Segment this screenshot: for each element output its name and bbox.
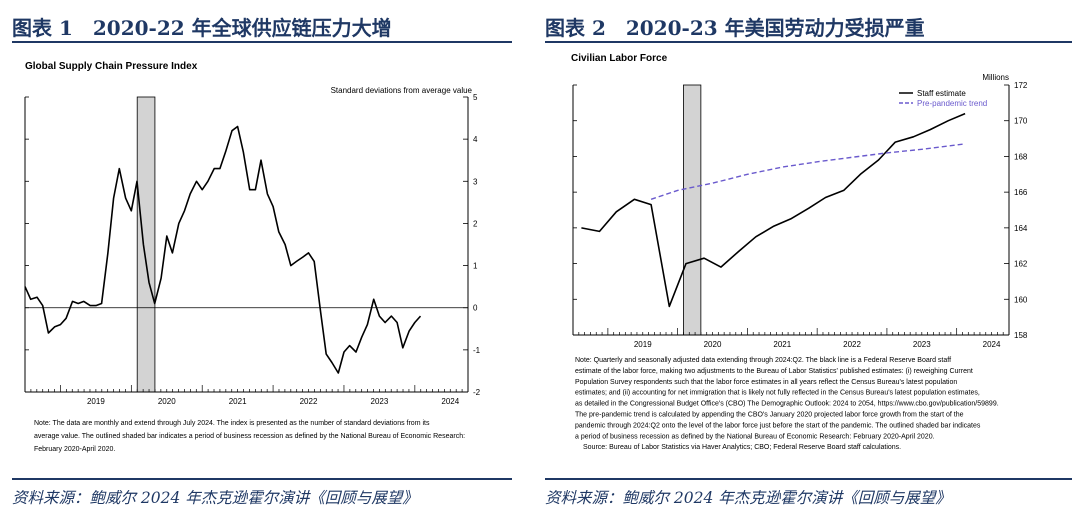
- chart-note-line: Source: Bureau of Labor Statistics via H…: [583, 444, 901, 451]
- y-tick-label: 158: [1014, 331, 1028, 340]
- right-panel: 图表 2 2020-23 年美国劳动力受损严重 Civilian Labor F…: [545, 0, 1072, 516]
- chart-title: Global Supply Chain Pressure Index: [25, 61, 198, 72]
- y-tick-label: 168: [1014, 152, 1028, 161]
- legend-label: Pre-pandemic trend: [917, 99, 987, 108]
- y-tick-label: -2: [473, 388, 481, 397]
- source-text: 资料来源：鲍威尔 2024 年杰克逊霍尔演讲《回顾与展望》: [545, 489, 951, 507]
- y-tick-label: 3: [473, 177, 478, 186]
- source-text: 资料来源：鲍威尔 2024 年杰克逊霍尔演讲《回顾与展望》: [12, 489, 418, 507]
- y-tick-label: 2: [473, 219, 478, 228]
- x-tick-label: 2021: [773, 340, 791, 349]
- y-tick-label: 172: [1014, 81, 1028, 90]
- y-tick-label: 170: [1014, 117, 1028, 126]
- chart-note-line: estimate of the labor force, making two …: [575, 368, 973, 375]
- x-tick-label: 2022: [843, 340, 861, 349]
- y-tick-label: 160: [1014, 295, 1028, 304]
- x-tick-label: 2023: [371, 397, 389, 406]
- chart-note-line: a period of business recession as define…: [575, 433, 935, 440]
- y-axis-label: Millions: [982, 73, 1009, 82]
- y-tick-label: 162: [1014, 260, 1028, 269]
- x-tick-label: 2024: [441, 397, 459, 406]
- source-rule: [545, 478, 1072, 480]
- legend-label: Staff estimate: [917, 89, 966, 98]
- recession-bar: [136, 96, 156, 393]
- x-tick-label: 2023: [913, 340, 931, 349]
- series-line-0: [581, 112, 966, 308]
- x-tick-label: 2019: [87, 397, 105, 406]
- x-tick-label: 2020: [158, 397, 176, 406]
- y-tick-label: 5: [473, 93, 478, 102]
- series-line-0: [24, 125, 422, 374]
- series-line-1: [650, 143, 966, 200]
- title-rule: [545, 41, 1072, 43]
- y-tick-label: 164: [1014, 224, 1028, 233]
- x-tick-label: 2019: [634, 340, 652, 349]
- left-panel: 图表 1 2020-22 年全球供应链压力大增 Global Supply Ch…: [12, 0, 512, 516]
- y-tick-label: 166: [1014, 188, 1028, 197]
- x-tick-label: 2020: [704, 340, 722, 349]
- source-rule: [12, 478, 512, 480]
- y-tick-label: -1: [473, 346, 481, 355]
- chart-note-line: Population Survey respondents such that …: [575, 379, 957, 386]
- title-rule: [12, 41, 512, 43]
- y-tick-label: 4: [473, 135, 478, 144]
- figure-title: 图表 2 2020-23 年美国劳动力受损严重: [545, 16, 925, 40]
- chart-note-line: Note: Quarterly and seasonally adjusted …: [575, 357, 951, 364]
- recession-bar: [683, 84, 702, 336]
- chart-note-line: Note: The data are monthly and extend th…: [34, 420, 430, 427]
- x-tick-label: 2024: [983, 340, 1001, 349]
- y-axis-label: Standard deviations from average value: [331, 86, 473, 95]
- chart-note-line: average value. The outlined shaded bar i…: [34, 433, 465, 440]
- x-tick-label: 2022: [300, 397, 318, 406]
- chart-note-line: The pre-pandemic trend is calculated by …: [575, 412, 964, 419]
- chart-note-line: estimates; and (ii) accounting for net i…: [575, 390, 980, 397]
- chart-title: Civilian Labor Force: [571, 53, 668, 64]
- figure-title: 图表 1 2020-22 年全球供应链压力大增: [12, 16, 392, 40]
- y-tick-label: 0: [473, 304, 478, 313]
- chart-note-line: pandemic through 2024:Q2 onto the level …: [575, 422, 981, 429]
- chart-note-line: as detailed in the Congressional Budget …: [575, 401, 999, 408]
- labor-force-chart: Civilian Labor Force 2019 2020 2021 2022 2023…: [571, 53, 1028, 451]
- x-tick-label: 2021: [229, 397, 247, 406]
- y-tick-label: 1: [473, 262, 478, 271]
- chart-note-line: February 2020-April 2020.: [34, 446, 115, 453]
